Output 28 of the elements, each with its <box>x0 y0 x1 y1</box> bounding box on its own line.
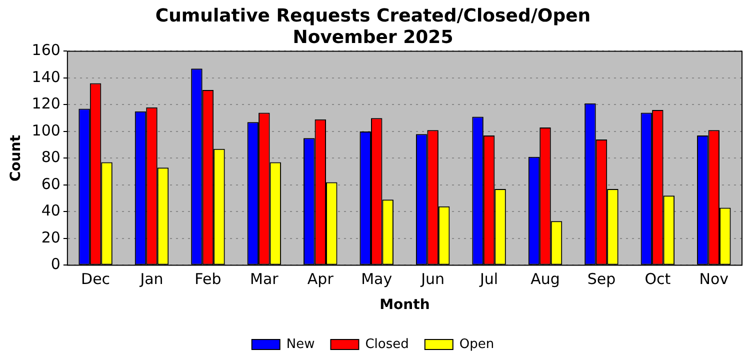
y-tick-label: 0 <box>50 255 60 274</box>
x-tick-label: Jun <box>420 270 445 288</box>
x-tick-label: Jan <box>139 270 164 288</box>
y-tick-label: 120 <box>32 94 60 113</box>
y-tick-label: 140 <box>32 68 60 86</box>
x-tick-label: Oct <box>644 270 671 288</box>
x-tick-label: Nov <box>699 270 729 288</box>
y-tick-label: 80 <box>41 148 60 166</box>
y-tick-label: 60 <box>41 174 60 193</box>
x-tick-label: Jul <box>478 270 498 288</box>
x-tick-label: Sep <box>587 270 616 288</box>
x-tick-label: Mar <box>250 270 280 288</box>
chart-title: Cumulative Requests Created/Closed/Open <box>155 5 591 26</box>
legend-label: New <box>286 336 316 352</box>
legend-label: Closed <box>365 336 409 352</box>
x-tick-label: Feb <box>194 270 222 288</box>
chart-subtitle: November 2025 <box>292 27 454 48</box>
legend-label: Open <box>459 336 494 352</box>
x-tick-label: Apr <box>307 270 334 288</box>
y-tick-label: 20 <box>41 228 60 246</box>
x-tick-label: May <box>361 270 392 288</box>
x-tick-label: Dec <box>81 270 110 288</box>
x-axis-title: Month <box>380 297 430 314</box>
y-axis-title: Count <box>8 134 24 182</box>
y-tick-label: 100 <box>32 121 60 140</box>
y-tick-label: 160 <box>32 41 60 60</box>
y-tick-label: 40 <box>41 202 60 220</box>
x-tick-label: Aug <box>530 270 560 288</box>
